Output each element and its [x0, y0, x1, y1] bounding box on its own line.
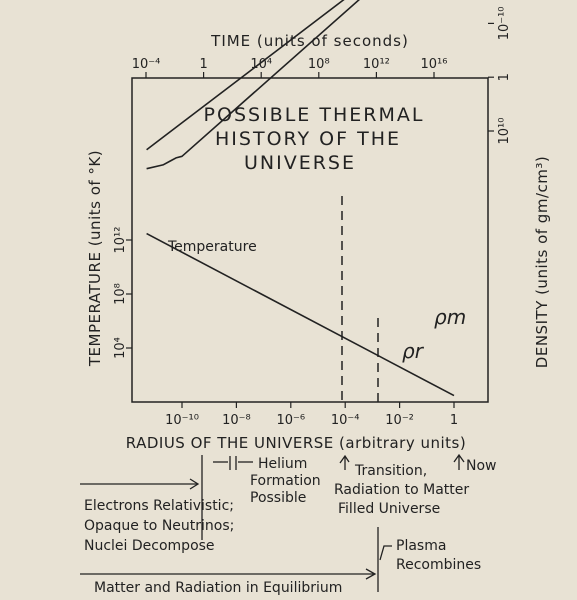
electrons-arrow-head — [189, 478, 200, 490]
transition-label-3: Filled Universe — [338, 501, 440, 517]
bottom-tick-label: 10⁻¹⁰ — [165, 413, 199, 428]
top-tick-label: 10¹⁶ — [421, 57, 448, 72]
right-tick-label: 1 — [497, 73, 512, 81]
now-label: Now — [466, 458, 497, 474]
top-tick-label: 10⁴ — [250, 57, 272, 72]
left-axis-ticks: 10⁴ 10⁸ 10¹² — [113, 227, 132, 359]
chart-title-line-1: POSSIBLE THERMAL — [204, 104, 425, 126]
left-tick-label: 10⁸ — [113, 283, 128, 305]
chart-title-line-3: UNIVERSE — [244, 152, 356, 174]
equilibrium-arrow-head — [365, 568, 377, 580]
top-axis-title: TIME (units of seconds) — [210, 32, 409, 50]
top-axis-ticks: 10⁻⁴ 1 10⁴ 10⁸ 10¹² 10¹⁶ — [132, 57, 448, 78]
electrons-label-2: Opaque to Neutrinos; — [84, 518, 234, 534]
bottom-tick-label: 1 — [450, 413, 458, 428]
top-tick-label: 1 — [199, 57, 207, 72]
electrons-label-3: Nuclei Decompose — [84, 538, 215, 554]
rho-m-label: ρm — [434, 305, 466, 329]
chart-title-line-2: HISTORY OF THE — [215, 128, 401, 150]
top-tick-label: 10¹² — [363, 57, 390, 72]
equilibrium-label: Matter and Radiation in Equilibrium — [94, 580, 342, 596]
bottom-tick-label: 10⁻⁶ — [276, 413, 305, 428]
top-tick-label: 10⁸ — [308, 57, 330, 72]
bottom-axis-title: RADIUS OF THE UNIVERSE (arbitrary units) — [126, 434, 466, 452]
bottom-tick-label: 10⁻⁸ — [222, 413, 251, 428]
top-tick-label: 10⁻⁴ — [132, 57, 161, 72]
temperature-series-line — [146, 232, 455, 397]
left-tick-label: 10⁴ — [113, 337, 128, 359]
right-axis-title: DENSITY (units of gm/cm³) — [533, 156, 551, 368]
plasma-label-2: Recombines — [396, 557, 481, 573]
rho-r-series-line — [146, 0, 360, 170]
transition-label-2: Radiation to Matter — [334, 482, 469, 498]
bottom-tick-label: 10⁻² — [385, 413, 414, 428]
left-tick-label: 10¹² — [113, 227, 128, 254]
plasma-label-1: Plasma — [396, 538, 446, 554]
electrons-label-1: Electrons Relativistic; — [84, 498, 234, 514]
right-tick-label: 10⁻¹⁰ — [497, 6, 512, 40]
bottom-tick-label: 10⁻⁴ — [331, 413, 360, 428]
now-hook — [453, 453, 465, 470]
transition-hook — [339, 454, 350, 470]
helium-label-1: Helium — [258, 456, 307, 472]
rho-m-series-line — [146, 0, 345, 151]
helium-label-2: Formation — [250, 473, 321, 489]
transition-label-1: Transition, — [354, 463, 427, 479]
temperature-curve-label: Temperature — [167, 239, 257, 255]
rho-r-label: ρr — [402, 339, 425, 363]
right-tick-label: 10¹⁰ — [497, 118, 512, 145]
helium-label-3: Possible — [250, 490, 306, 506]
bottom-axis-ticks: 10⁻¹⁰ 10⁻⁸ 10⁻⁶ 10⁻⁴ 10⁻² 1 — [165, 402, 458, 428]
series-layer — [146, 0, 455, 397]
left-axis-title: TEMPERATURE (units of °K) — [86, 150, 104, 367]
plasma-hook — [379, 545, 392, 561]
